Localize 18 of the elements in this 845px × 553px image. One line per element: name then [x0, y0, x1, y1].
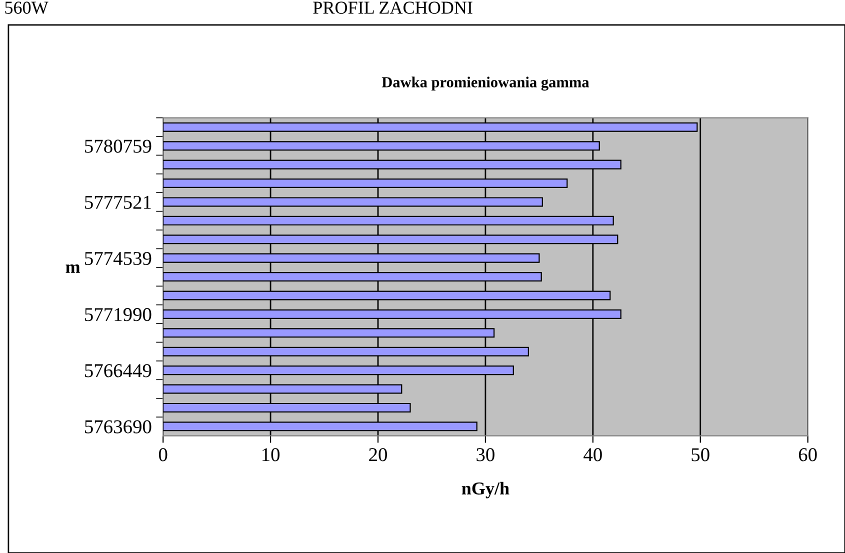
- x-tick-label: 30: [476, 448, 494, 462]
- text: PROFIL ZACHODNI: [313, 2, 472, 14]
- x-tick-label: 60: [798, 448, 817, 462]
- y-tick-label: 5777521: [85, 196, 151, 209]
- y-axis-title: m: [66, 264, 80, 273]
- y-tick-label: 5766449: [85, 364, 152, 378]
- y-tick-label: 5771990: [85, 308, 152, 322]
- x-tick-label: 40: [584, 448, 602, 462]
- y-tick-label: 5763690: [85, 420, 152, 434]
- x-axis-title: nGy/h: [462, 482, 510, 498]
- y-tick-label: 5780759: [85, 140, 152, 153]
- y-tick-label: 5774539: [85, 252, 152, 266]
- text: 560W: [5, 2, 48, 14]
- chart-title: Dawka promieniowania gamma: [382, 76, 590, 91]
- x-tick-label: 50: [692, 448, 710, 462]
- x-tick-label: 0: [158, 448, 168, 462]
- x-tick-label: 10: [262, 448, 280, 462]
- x-tick-label: 20: [369, 448, 387, 462]
